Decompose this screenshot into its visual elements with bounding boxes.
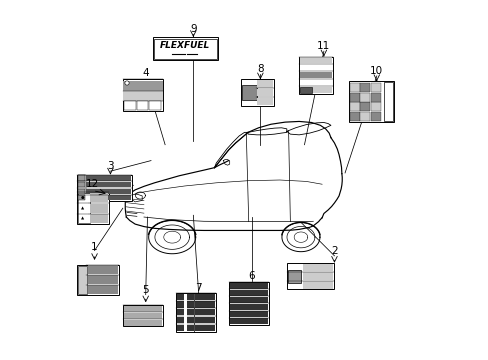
Bar [77, 175, 131, 201]
Bar [349, 102, 359, 111]
Bar [78, 175, 86, 201]
Bar [228, 282, 269, 325]
Bar [195, 294, 215, 300]
Bar [300, 65, 331, 71]
Text: 4: 4 [142, 68, 149, 78]
Bar [78, 175, 85, 181]
Text: 11: 11 [317, 41, 330, 51]
Text: 12: 12 [86, 179, 99, 189]
Bar [78, 195, 85, 201]
Bar [176, 301, 194, 308]
Text: FLEXFUEL: FLEXFUEL [160, 41, 210, 50]
Bar [229, 318, 267, 324]
Bar [348, 81, 394, 122]
Bar [383, 82, 392, 121]
Bar [78, 266, 87, 294]
Bar [88, 275, 118, 284]
Bar [123, 306, 162, 312]
Bar [349, 93, 359, 102]
Bar [360, 83, 370, 92]
Bar [176, 309, 194, 315]
Bar [302, 281, 333, 289]
Bar [136, 101, 148, 111]
Bar [257, 80, 273, 87]
Bar [86, 182, 130, 187]
Bar [123, 91, 163, 101]
Bar [78, 189, 85, 194]
Text: 8: 8 [257, 64, 263, 74]
Text: 3: 3 [107, 161, 114, 171]
Bar [78, 193, 89, 224]
Bar [229, 311, 267, 317]
Bar [90, 193, 108, 202]
Bar [286, 263, 334, 289]
Bar [77, 192, 108, 224]
Bar [360, 93, 370, 102]
Bar [349, 112, 359, 121]
Bar [195, 317, 215, 323]
Bar [154, 39, 216, 59]
Bar [86, 189, 130, 194]
Text: 5: 5 [142, 285, 149, 294]
Bar [300, 57, 331, 63]
Bar [123, 320, 162, 326]
Bar [257, 89, 273, 96]
Bar [302, 264, 333, 271]
Bar [78, 182, 85, 187]
Bar [302, 273, 333, 280]
Text: ▲: ▲ [81, 206, 84, 210]
Text: 7: 7 [195, 283, 202, 293]
Bar [122, 80, 163, 111]
Bar [370, 93, 381, 102]
Bar [360, 102, 370, 111]
Bar [176, 294, 194, 300]
Bar [300, 80, 331, 85]
Bar [195, 309, 215, 315]
Bar [176, 325, 194, 331]
Bar [229, 290, 267, 296]
Bar [242, 85, 256, 100]
Bar [349, 83, 359, 92]
Bar [88, 265, 118, 274]
Bar [370, 83, 381, 92]
Text: 2: 2 [330, 246, 337, 256]
Bar [86, 175, 130, 181]
Bar [300, 87, 311, 93]
Bar [90, 214, 108, 224]
Text: 6: 6 [248, 271, 254, 280]
Bar [152, 37, 218, 60]
Bar [149, 101, 161, 111]
Bar [86, 195, 130, 201]
Bar [90, 204, 108, 213]
Bar [241, 80, 274, 106]
Bar [123, 313, 162, 319]
Text: 1: 1 [91, 242, 98, 252]
Bar [299, 57, 332, 94]
Text: 10: 10 [369, 66, 383, 76]
Bar [175, 293, 216, 332]
Text: ▲: ▲ [81, 217, 84, 221]
Bar [287, 270, 301, 283]
Bar [176, 317, 194, 323]
Bar [370, 112, 381, 121]
Bar [360, 112, 370, 121]
Bar [123, 81, 163, 91]
Bar [229, 283, 267, 289]
Text: 9: 9 [190, 24, 196, 33]
Bar [195, 325, 215, 331]
Bar [122, 305, 163, 327]
Bar [300, 87, 331, 93]
Bar [370, 102, 381, 111]
Bar [88, 285, 118, 294]
Bar [77, 265, 119, 294]
Bar [229, 304, 267, 310]
Bar [195, 301, 215, 308]
Text: ●: ● [81, 195, 84, 200]
Bar [257, 98, 273, 105]
Bar [300, 72, 331, 78]
Circle shape [124, 81, 129, 85]
Bar [229, 297, 267, 303]
Bar [123, 101, 135, 111]
Bar [183, 294, 186, 330]
